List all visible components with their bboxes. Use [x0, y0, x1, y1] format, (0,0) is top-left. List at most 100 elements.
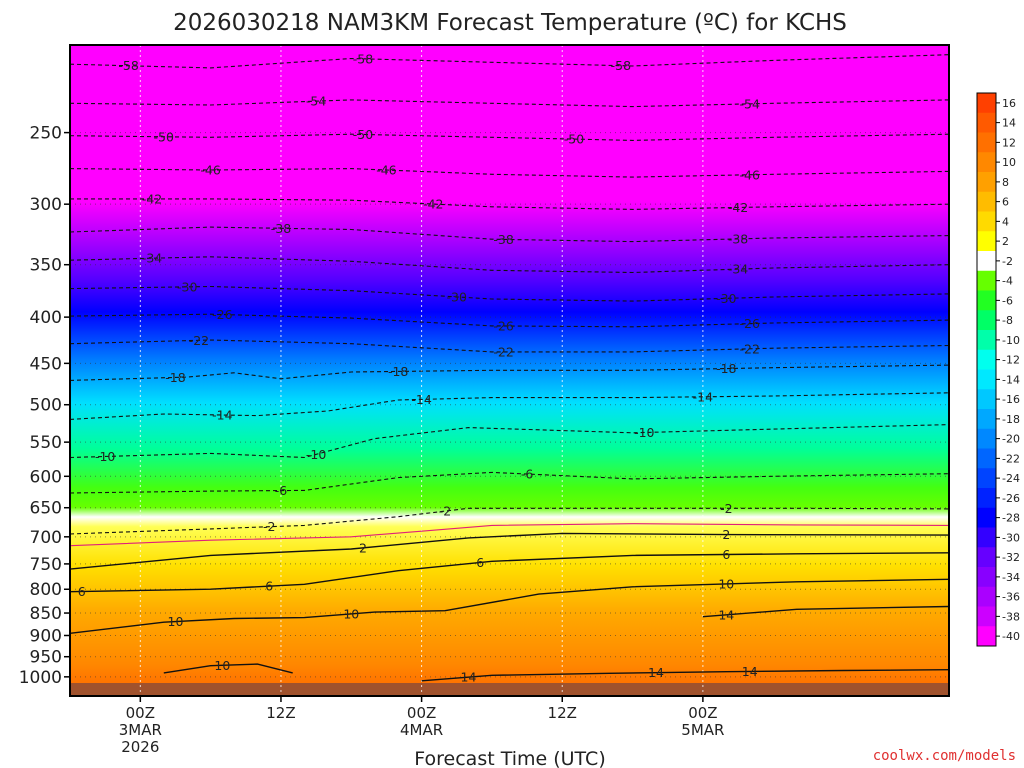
- contour-line--50-2: [70, 133, 949, 141]
- y-tick-label: 750: [30, 555, 62, 575]
- contour-label--26: -26: [212, 307, 232, 322]
- contour-label--46: -46: [376, 163, 396, 178]
- contour-line--14-11: [70, 392, 949, 420]
- contour-label-6: 6: [476, 555, 484, 570]
- contour-label--22: -22: [189, 333, 209, 348]
- contour-label--18: -18: [165, 370, 185, 385]
- contour-label--30: -30: [177, 279, 197, 294]
- x-tick-label: 5MAR: [681, 721, 724, 739]
- site-credit: coolwx.com/models: [873, 748, 1016, 764]
- contour-line--30-7: [70, 285, 949, 302]
- contour-line-2-16: [70, 532, 949, 570]
- y-axis-pressure: 2503003504004505005506006507007508008509…: [19, 124, 70, 688]
- y-tick-label: 850: [30, 604, 62, 624]
- contour-label--50: -50: [564, 132, 584, 147]
- y-tick-label: 450: [30, 354, 62, 374]
- colorbar-swatch: [977, 527, 996, 548]
- colorbar-swatch: [977, 448, 996, 469]
- y-tick-label: 650: [30, 499, 62, 519]
- contour-label--10: -10: [306, 447, 326, 462]
- colorbar-label: -18: [1002, 413, 1020, 426]
- contour-label--26: -26: [740, 316, 760, 331]
- colorbar-label: -38: [1002, 610, 1020, 623]
- contour-line--38-5: [70, 226, 949, 243]
- contour-label-14: 14: [718, 607, 734, 622]
- contour-label-10: 10: [718, 576, 734, 591]
- contour-label-2: 2: [722, 527, 730, 542]
- contour-label--42: -42: [728, 200, 748, 215]
- y-tick-label: 500: [30, 396, 62, 416]
- y-tick-label: 700: [30, 528, 62, 548]
- y-tick-label: 950: [30, 648, 62, 668]
- colorbar-label: 2: [1002, 235, 1009, 248]
- colorbar-label: 16: [1002, 97, 1016, 110]
- contour-label--58: -58: [611, 58, 631, 73]
- contour-line--6-13: [70, 471, 949, 494]
- contour-label--26: -26: [493, 318, 513, 333]
- contour-label--38: -38: [271, 221, 291, 236]
- contour-line--46-3: [70, 168, 949, 178]
- colorbar-swatch: [977, 330, 996, 351]
- colorbar-frame: [976, 92, 997, 647]
- colorbar-label: 8: [1002, 176, 1009, 189]
- contour-label-14: 14: [461, 670, 477, 685]
- contour-label--34: -34: [728, 262, 748, 277]
- colorbar-swatch: [977, 567, 996, 588]
- contour-label--2: -2: [439, 504, 451, 519]
- y-tick-label: 400: [30, 308, 62, 328]
- contour-label--10: -10: [95, 449, 115, 464]
- colorbar-label: -8: [1002, 314, 1013, 327]
- contour-line--34-6: [70, 256, 949, 274]
- colorbar-label: -12: [1002, 354, 1020, 367]
- x-tick-label: 00Z: [688, 704, 717, 722]
- contour-label-2: 2: [359, 540, 367, 555]
- contour-line--58-0: [70, 54, 949, 69]
- contour-label--22: -22: [493, 344, 513, 359]
- colorbar-swatch: [977, 349, 996, 370]
- y-tick-label: 250: [30, 124, 62, 144]
- colorbar-label: -24: [1002, 472, 1020, 485]
- contour-label--6: -6: [275, 483, 288, 498]
- colorbar-legend: 16 14 12 10 8 6 4 2 -2 -4 -6 -8 -10 -12 -14 -16 -18 -20 -2…: [976, 92, 1020, 647]
- contour-label--2: -2: [263, 519, 275, 534]
- contour-line--10-12: [70, 424, 949, 459]
- colorbar-swatch: [977, 468, 996, 489]
- colorbar-swatch: [977, 626, 996, 647]
- contour-label--50: -50: [154, 129, 174, 144]
- colorbar-swatch: [977, 428, 996, 449]
- contour-label--46: -46: [200, 163, 220, 178]
- surface-band: [70, 683, 949, 696]
- contour-label--46: -46: [740, 167, 760, 182]
- colorbar-swatch: [977, 191, 996, 212]
- contour-label--14: -14: [411, 392, 431, 407]
- contour-label--14: -14: [212, 407, 232, 422]
- colorbar-label: -28: [1002, 512, 1020, 525]
- contour-label--14: -14: [693, 389, 713, 404]
- x-tick-label: 12Z: [266, 704, 295, 722]
- contour-label--42: -42: [142, 191, 162, 206]
- x-tick-label: 4MAR: [400, 721, 443, 739]
- contour-label--38: -38: [493, 232, 513, 247]
- y-tick-label: 1000: [19, 668, 62, 688]
- colorbar-label: 14: [1002, 117, 1016, 130]
- colorbar-label: -14: [1002, 373, 1020, 386]
- colorbar-label: -10: [1002, 334, 1020, 347]
- colorbar-swatch: [977, 547, 996, 568]
- colorbar-swatch: [977, 93, 996, 114]
- contour-label--34: -34: [142, 251, 162, 266]
- contour-label--10: -10: [634, 425, 654, 440]
- colorbar-label: 10: [1002, 156, 1016, 169]
- contour-label--2: -2: [720, 501, 732, 516]
- contour-label--42: -42: [423, 197, 443, 212]
- colorbar-swatch: [977, 606, 996, 627]
- contour-label-6: 6: [722, 547, 730, 562]
- contour-label-14: 14: [648, 665, 664, 680]
- contour-label--6: -6: [521, 467, 534, 482]
- colorbar-swatch: [977, 211, 996, 232]
- colorbar-label: -20: [1002, 433, 1020, 446]
- contour-label-10: 10: [214, 658, 230, 673]
- contour-line--26-8: [70, 313, 949, 328]
- colorbar-swatch: [977, 152, 996, 173]
